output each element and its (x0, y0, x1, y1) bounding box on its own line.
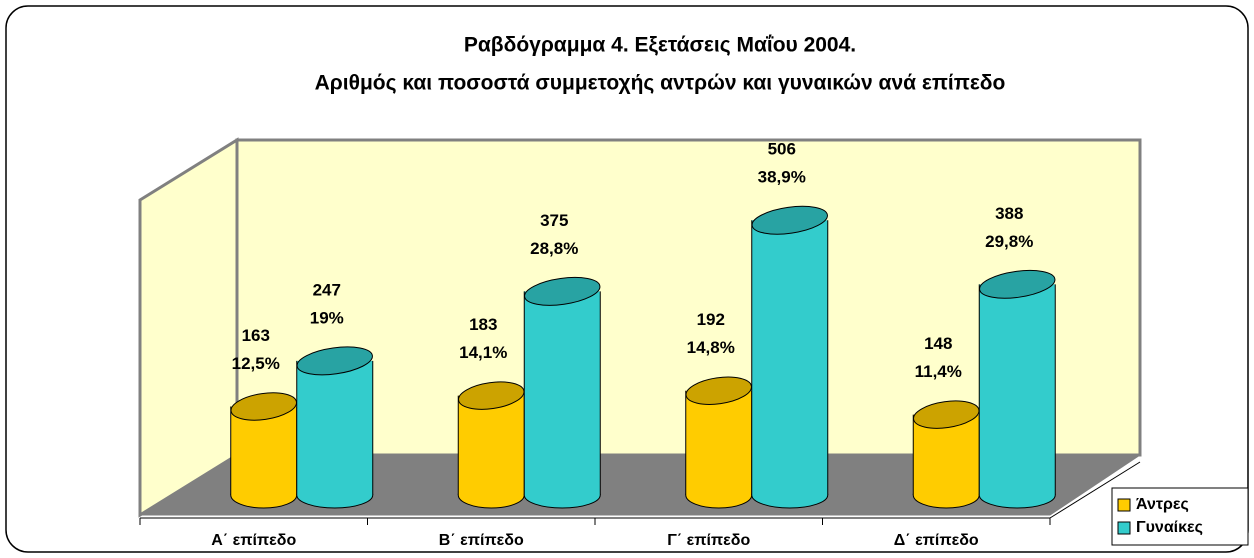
cylinder-top-shade (524, 277, 600, 306)
bar (296, 360, 373, 495)
x-tick-label: Γ΄ επίπεδο (667, 532, 750, 549)
percentage-label: 14,8% (687, 338, 735, 357)
cylinder-top-shade (458, 381, 524, 410)
percentage-label: 14,1% (459, 343, 507, 362)
value-label: 388 (995, 204, 1023, 223)
value-label: 375 (540, 211, 568, 230)
value-label: 506 (768, 140, 796, 159)
bar (230, 406, 297, 495)
value-label: 183 (469, 315, 497, 334)
legend-swatch (1117, 521, 1131, 535)
cylinder-top-shade (297, 346, 373, 375)
floor (138, 454, 1142, 516)
value-label: 247 (313, 280, 341, 299)
cylinder-top (296, 346, 373, 376)
legend-label: Άντρες (1136, 496, 1189, 513)
x-tick-label: Β΄ επίπεδο (439, 532, 524, 549)
bar (685, 390, 752, 495)
bar (751, 220, 828, 495)
legend (1111, 487, 1249, 546)
bar (458, 395, 525, 495)
value-label: 163 (242, 326, 270, 345)
bar (979, 284, 1056, 495)
cylinder-top-shade (686, 377, 752, 405)
cylinder-top-shade (913, 400, 979, 429)
value-label: 148 (924, 334, 952, 353)
x-tick-label: Α΄ επίπεδο (211, 532, 296, 549)
value-label: 192 (697, 310, 725, 329)
percentage-label: 38,9% (758, 168, 806, 187)
cylinder-top (979, 269, 1056, 299)
cylinder-top-shade (752, 206, 828, 235)
cylinder-top-shade (231, 392, 297, 421)
x-tick-label: Δ΄ επίπεδο (894, 532, 979, 549)
percentage-label: 11,4% (915, 362, 962, 381)
chart-title: Ραβδόγραμμα 4. Εξετάσεις Μαΐου 2004. (464, 34, 856, 57)
chart-subtitle: Αριθμός και ποσοστά συμμετοχής αντρών κα… (315, 72, 1006, 95)
cylinder-top (524, 276, 601, 306)
side-wall (138, 137, 239, 518)
percentage-label: 28,8% (530, 239, 578, 258)
percentage-label: 29,8% (985, 232, 1033, 251)
percentage-label: 12,5% (232, 354, 280, 373)
legend-swatch (1117, 498, 1131, 512)
legend-label: Γυναίκες (1136, 519, 1203, 536)
cylinder-top-shade (979, 270, 1055, 299)
cylinder-top (751, 205, 828, 235)
floor-edge (1049, 461, 1141, 519)
percentage-label: 19% (310, 308, 344, 327)
bar (524, 291, 601, 495)
